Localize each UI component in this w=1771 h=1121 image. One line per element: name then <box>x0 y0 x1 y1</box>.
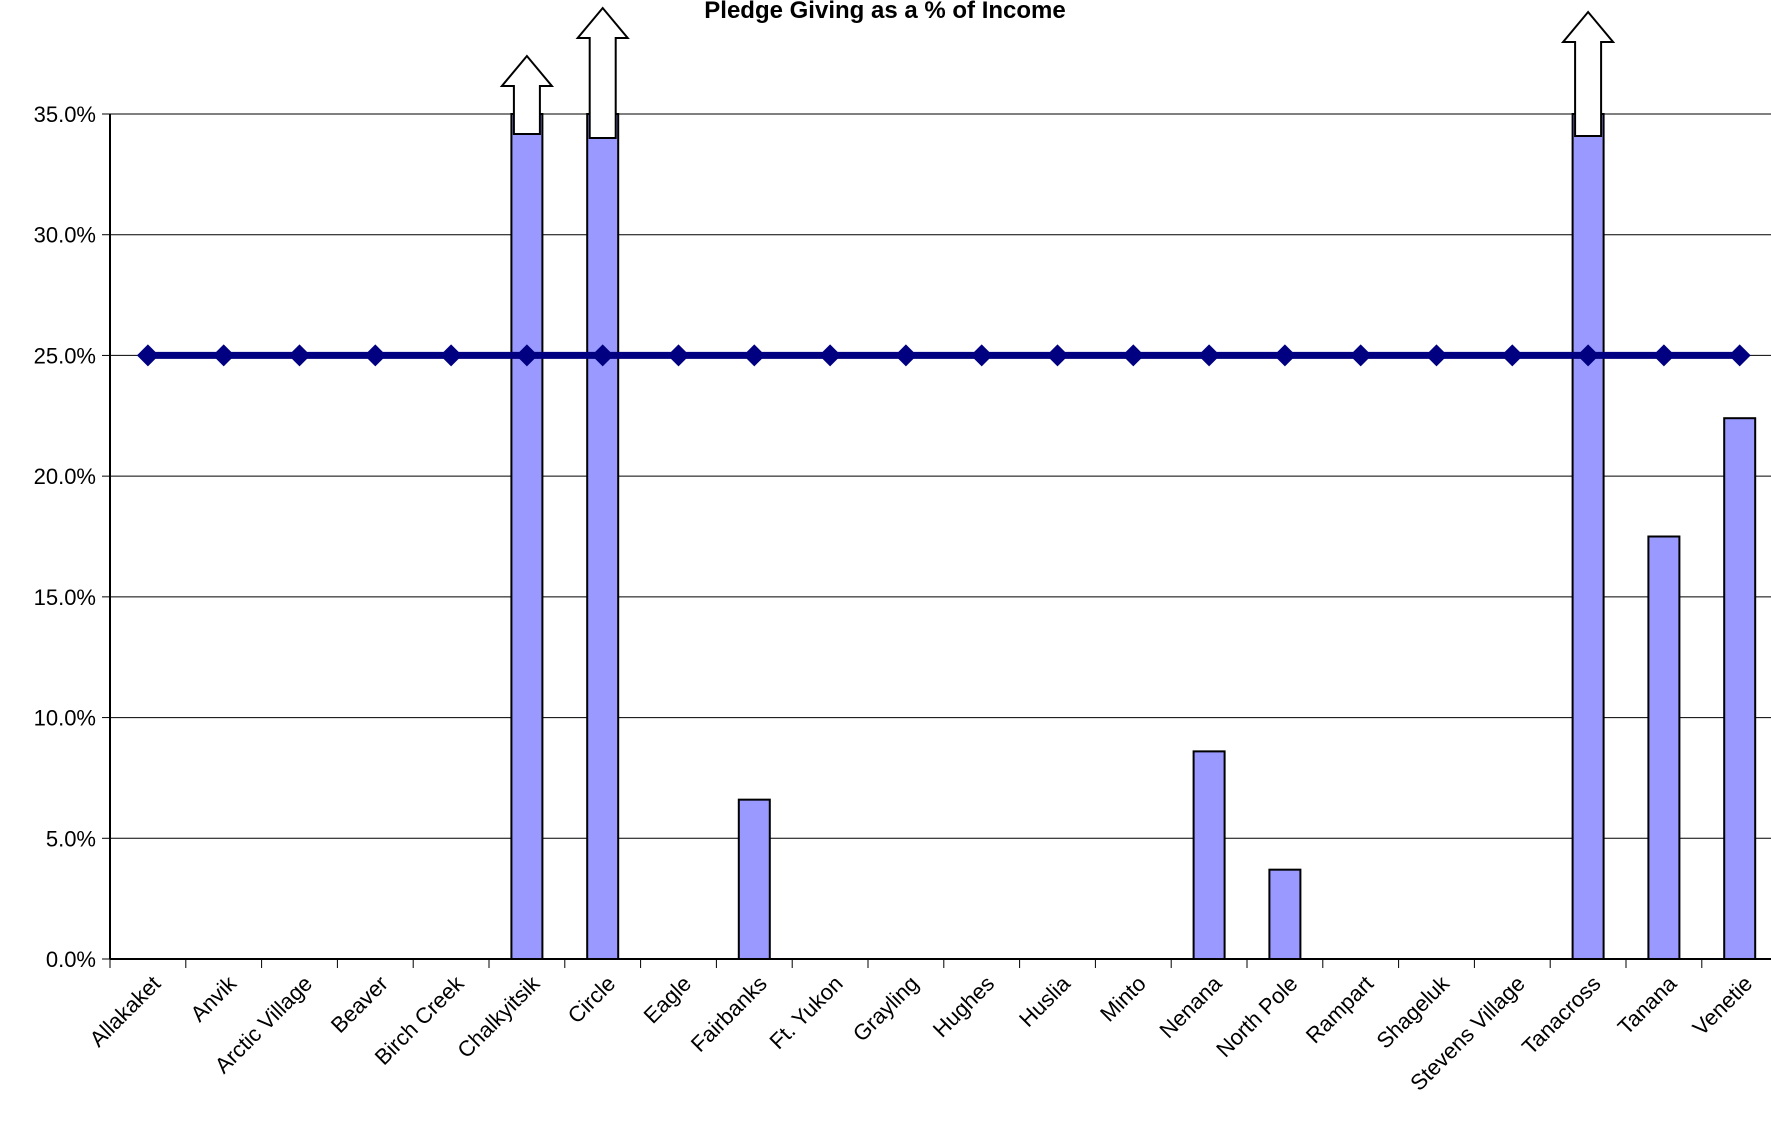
x-tick-label: Huslia <box>1014 970 1075 1031</box>
bar <box>1723 417 1757 960</box>
x-tick-label: Allakaket <box>85 971 166 1052</box>
line-point <box>212 344 235 367</box>
line-point <box>667 344 690 367</box>
x-tick-label: Anvik <box>186 970 242 1026</box>
y-tick-label: 10.0% <box>34 706 96 731</box>
line-point <box>1577 344 1600 367</box>
y-tick-label: 0.0% <box>46 947 96 972</box>
line-point <box>894 344 917 367</box>
bar <box>737 798 771 961</box>
x-tick-label: Circle <box>563 971 620 1028</box>
line-point <box>1728 344 1751 367</box>
line-point <box>743 344 766 367</box>
y-tick-label: 30.0% <box>34 223 96 248</box>
bar <box>510 113 544 960</box>
x-tick-label: Grayling <box>848 971 924 1047</box>
x-tick-label: North Pole <box>1211 971 1302 1062</box>
x-tick-label: Rampart <box>1301 971 1378 1048</box>
line-point <box>970 344 993 367</box>
line-point <box>1046 344 1069 367</box>
line-point <box>1273 344 1296 367</box>
x-tick-label: Nenana <box>1154 970 1227 1043</box>
bar <box>1647 535 1681 960</box>
overflow-arrow <box>575 6 630 139</box>
line-point <box>288 344 311 367</box>
bar <box>1571 113 1605 960</box>
gridlines <box>110 113 1771 839</box>
x-tick-label: Ft. Yukon <box>765 971 848 1054</box>
x-tick-label: Venetie <box>1688 971 1758 1041</box>
y-tick-label: 35.0% <box>34 102 96 127</box>
line-point <box>1198 344 1221 367</box>
axes <box>109 114 1771 968</box>
overflow-arrow <box>499 54 555 135</box>
line-point <box>364 344 387 367</box>
bar <box>1192 750 1226 960</box>
x-tick-label: Tanana <box>1613 970 1682 1039</box>
bar <box>1268 868 1302 961</box>
bar <box>586 113 620 960</box>
line-point <box>515 344 538 367</box>
line-point <box>1501 344 1524 367</box>
x-tick-label: Hughes <box>928 971 999 1042</box>
line-point <box>819 344 842 367</box>
y-tick-label: 20.0% <box>34 464 96 489</box>
x-tick-label: Tanacross <box>1517 971 1606 1060</box>
line-point <box>1425 344 1448 367</box>
y-tick-label: 5.0% <box>46 826 96 851</box>
y-axis-ticks: 0.0% 5.0% 10.0% 15.0% 20.0% 25.0% 30.0% 35.0% <box>34 102 110 972</box>
line-point <box>1122 344 1145 367</box>
x-tick-label: Eagle <box>639 971 696 1028</box>
x-tick-label: Beaver <box>326 971 393 1038</box>
line-point <box>1349 344 1372 367</box>
x-tick-label: Chalkyitsik <box>452 970 545 1063</box>
y-tick-label: 25.0% <box>34 343 96 368</box>
bars <box>510 113 1757 961</box>
target-line <box>136 344 1751 367</box>
overflow-arrow <box>1560 10 1616 137</box>
line-point <box>440 344 463 367</box>
y-tick-label: 15.0% <box>34 585 96 610</box>
x-tick-label: Fairbanks <box>686 971 772 1057</box>
chart-title: Pledge Giving as a % of Income <box>704 0 1065 24</box>
x-tick-label: Minto <box>1095 971 1151 1027</box>
line-point <box>1652 344 1675 367</box>
overflow-arrows <box>499 6 1616 139</box>
line-point <box>136 344 159 367</box>
line-point <box>591 344 614 367</box>
